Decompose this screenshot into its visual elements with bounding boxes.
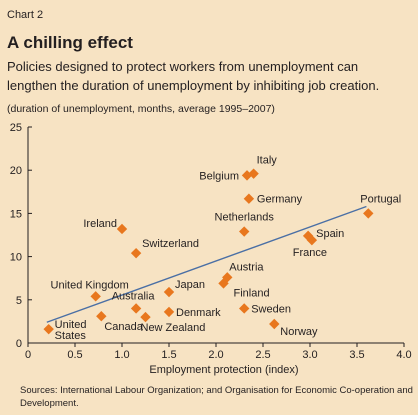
- data-point-label: Austria: [229, 261, 264, 273]
- data-point-label: Denmark: [176, 307, 221, 319]
- data-point-label: Japan: [175, 279, 205, 291]
- data-point-marker: [43, 323, 54, 335]
- data-point-marker: [363, 208, 374, 219]
- source-note-line-2: Development.: [20, 398, 79, 409]
- data-points: [43, 168, 374, 335]
- chart-title: A chilling effect: [7, 33, 133, 52]
- data-point-label: New Zealand: [141, 322, 206, 334]
- x-tick-label: 1.0: [114, 349, 129, 361]
- x-tick-label: 2.0: [208, 349, 223, 361]
- x-tick-label: 3.0: [302, 349, 317, 361]
- trend-line: [46, 205, 367, 323]
- data-point-label: Italy: [257, 155, 278, 167]
- data-point-marker: [116, 223, 128, 235]
- data-point-label: Spain: [316, 228, 344, 240]
- data-point-marker: [306, 234, 318, 246]
- data-point-marker: [140, 311, 151, 323]
- x-tick-label: 2.5: [255, 349, 270, 361]
- data-point-marker: [130, 303, 142, 314]
- data-point-label: Finland: [234, 287, 270, 299]
- scatter-plot: 0 0.5 1.0 1.5 2.0 2.5 3.0 3.5 4.0 0 5 10 15 20 25 Ita…: [10, 122, 412, 376]
- data-point-label: France: [293, 247, 327, 259]
- x-axis-ticks: 0 0.5 1.0 1.5 2.0 2.5 3.0 3.5 4.0: [25, 343, 412, 361]
- data-point-label: Germany: [257, 194, 303, 206]
- data-point-marker: [269, 318, 280, 330]
- y-tick-label: 10: [10, 252, 22, 264]
- data-point-marker: [243, 193, 255, 204]
- data-point-labels: Italy Belgium Germany Portugal Ireland Nether…: [51, 155, 402, 343]
- data-point-marker: [241, 170, 253, 181]
- data-point-label: United Kingdom: [51, 279, 129, 291]
- data-point-label: Canada: [104, 321, 143, 333]
- y-axis-ticks: 0 5 10 15 20 25: [10, 122, 32, 350]
- x-tick-label: 0: [25, 349, 31, 361]
- data-point-label: Australia: [112, 290, 156, 302]
- data-point-marker: [218, 278, 229, 289]
- chart-subtitle-line-2: lengthen the duration of unemployment by…: [7, 78, 380, 93]
- y-tick-label: 25: [10, 122, 22, 134]
- x-tick-label: 1.5: [161, 349, 176, 361]
- data-point-label: Ireland: [83, 218, 117, 230]
- chart-units-note: (duration of unemployment, months, avera…: [7, 103, 275, 115]
- y-tick-label: 5: [16, 295, 22, 307]
- data-point-label: United States: [55, 319, 87, 342]
- source-note-line-1: Sources: International Labour Organizati…: [20, 385, 413, 396]
- x-tick-label: 0.5: [67, 349, 82, 361]
- data-point-label: Switzerland: [142, 238, 199, 250]
- data-point-label: Belgium: [199, 170, 239, 182]
- x-tick-label: 3.5: [349, 349, 364, 361]
- data-point-marker: [130, 247, 142, 259]
- data-point-marker: [163, 306, 175, 318]
- data-point-marker: [96, 311, 107, 322]
- data-point-marker: [239, 226, 250, 237]
- data-point-label: Sweden: [251, 303, 291, 315]
- data-point-marker: [222, 272, 233, 283]
- data-point-marker: [239, 303, 250, 314]
- y-tick-label: 20: [10, 165, 22, 177]
- x-axis-label: Employment protection (index): [149, 364, 298, 376]
- chart-subtitle-line-1: Policies designed to protect workers fro…: [7, 59, 359, 74]
- x-tick-label: 4.0: [396, 349, 411, 361]
- data-point-marker: [163, 286, 175, 298]
- y-tick-label: 15: [10, 208, 22, 220]
- chart-number-label: Chart 2: [7, 9, 44, 21]
- data-point-label: Portugal: [360, 193, 401, 205]
- data-point-label: Norway: [280, 326, 318, 338]
- y-tick-label: 0: [16, 338, 22, 350]
- data-point-label: Netherlands: [215, 212, 275, 224]
- data-point-marker: [90, 291, 101, 302]
